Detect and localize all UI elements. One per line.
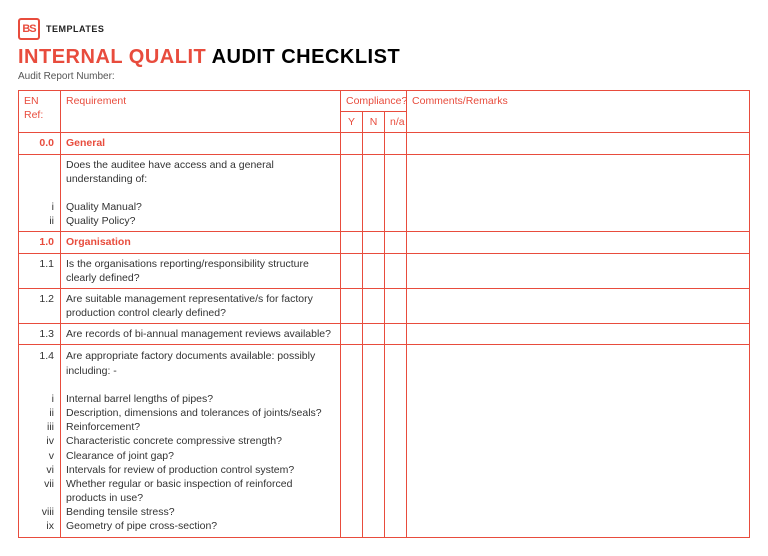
cell-n[interactable]	[363, 288, 385, 323]
cell-n[interactable]	[363, 345, 385, 537]
cell-n[interactable]	[363, 154, 385, 232]
sub-num: viii	[24, 505, 54, 519]
cell-n[interactable]	[363, 232, 385, 253]
cell-y[interactable]	[341, 324, 363, 345]
hdr-ref: EN Ref:	[19, 91, 61, 133]
cell-comments[interactable]	[407, 154, 750, 232]
subtitle: Audit Report Number:	[18, 71, 750, 82]
item-ref-num: 1.4	[24, 349, 54, 363]
section-ref: 0.0	[19, 133, 61, 154]
cell-y[interactable]	[341, 133, 363, 154]
hdr-compliance: Compliance?	[341, 91, 407, 112]
sub-num: i	[24, 200, 54, 214]
cell-y[interactable]	[341, 232, 363, 253]
sub-num: ix	[24, 519, 54, 533]
cell-comments[interactable]	[407, 133, 750, 154]
item-lead: Does the auditee have access and a gener…	[66, 158, 335, 186]
cell-na[interactable]	[385, 253, 407, 288]
cell-na[interactable]	[385, 324, 407, 345]
cell-comments[interactable]	[407, 324, 750, 345]
cell-comments[interactable]	[407, 253, 750, 288]
page-title: INTERNAL QUALIT AUDIT CHECKLIST	[18, 46, 750, 69]
brand-logo: BS	[18, 18, 40, 40]
sub-num: ii	[24, 214, 54, 228]
item-ref: 1.2	[19, 288, 61, 323]
cell-n[interactable]	[363, 253, 385, 288]
cell-na[interactable]	[385, 345, 407, 537]
item-req: Are records of bi-annual management revi…	[61, 324, 341, 345]
title-black: AUDIT CHECKLIST	[212, 46, 401, 68]
item-ref: 1.3	[19, 324, 61, 345]
cell-na[interactable]	[385, 232, 407, 253]
hdr-y: Y	[341, 112, 363, 133]
sub-num: ii	[24, 406, 54, 420]
sub-text: Quality Policy?	[66, 214, 335, 228]
hdr-n: N	[363, 112, 385, 133]
checklist-table: EN Ref: Requirement Compliance? Comments…	[18, 90, 750, 538]
cell-comments[interactable]	[407, 288, 750, 323]
brand-text: TEMPLATES	[46, 24, 104, 34]
item-ref: 1.1	[19, 253, 61, 288]
sub-text: Geometry of pipe cross-section?	[66, 519, 335, 533]
sub-num: v	[24, 449, 54, 463]
item-lead: Are appropriate factory documents availa…	[66, 349, 335, 377]
sub-text: Clearance of joint gap?	[66, 449, 335, 463]
item-row: 1.4 i ii iii iv v vi vii viii ix Are app…	[19, 345, 750, 537]
item-req: Are suitable management representative/s…	[61, 288, 341, 323]
section-row: 0.0 General	[19, 133, 750, 154]
sub-text: Characteristic concrete compressive stre…	[66, 434, 335, 448]
item-row: 1.3 Are records of bi-annual management …	[19, 324, 750, 345]
item-req: Is the organisations reporting/responsib…	[61, 253, 341, 288]
item-row: 1.2 Are suitable management representati…	[19, 288, 750, 323]
sub-text: Whether regular or basic inspection of r…	[66, 477, 335, 505]
sub-text: Quality Manual?	[66, 200, 335, 214]
cell-na[interactable]	[385, 154, 407, 232]
sub-num: iii	[24, 420, 54, 434]
header-row-1: EN Ref: Requirement Compliance? Comments…	[19, 91, 750, 112]
item-req: Are appropriate factory documents availa…	[61, 345, 341, 537]
sub-text: Internal barrel lengths of pipes?	[66, 392, 335, 406]
cell-n[interactable]	[363, 324, 385, 345]
sub-text: Intervals for review of production contr…	[66, 463, 335, 477]
sub-num: i	[24, 392, 54, 406]
cell-n[interactable]	[363, 133, 385, 154]
cell-y[interactable]	[341, 345, 363, 537]
item-row: i ii Does the auditee have access and a …	[19, 154, 750, 232]
cell-comments[interactable]	[407, 345, 750, 537]
cell-y[interactable]	[341, 253, 363, 288]
sub-text: Bending tensile stress?	[66, 505, 335, 519]
sub-num: vi	[24, 463, 54, 477]
sub-text: Description, dimensions and tolerances o…	[66, 406, 335, 420]
hdr-na: n/a	[385, 112, 407, 133]
hdr-comments: Comments/Remarks	[407, 91, 750, 133]
section-name: Organisation	[61, 232, 341, 253]
sub-num: iv	[24, 434, 54, 448]
sub-text: Reinforcement?	[66, 420, 335, 434]
brand-row: BS TEMPLATES	[18, 18, 750, 40]
sub-num: vii	[24, 477, 54, 491]
section-name: General	[61, 133, 341, 154]
hdr-req: Requirement	[61, 91, 341, 133]
cell-na[interactable]	[385, 133, 407, 154]
item-row: 1.1 Is the organisations reporting/respo…	[19, 253, 750, 288]
section-row: 1.0 Organisation	[19, 232, 750, 253]
cell-y[interactable]	[341, 288, 363, 323]
cell-comments[interactable]	[407, 232, 750, 253]
cell-y[interactable]	[341, 154, 363, 232]
item-ref: 1.4 i ii iii iv v vi vii viii ix	[19, 345, 61, 537]
item-ref: i ii	[19, 154, 61, 232]
title-red: INTERNAL QUALIT	[18, 46, 206, 68]
section-ref: 1.0	[19, 232, 61, 253]
cell-na[interactable]	[385, 288, 407, 323]
item-req: Does the auditee have access and a gener…	[61, 154, 341, 232]
